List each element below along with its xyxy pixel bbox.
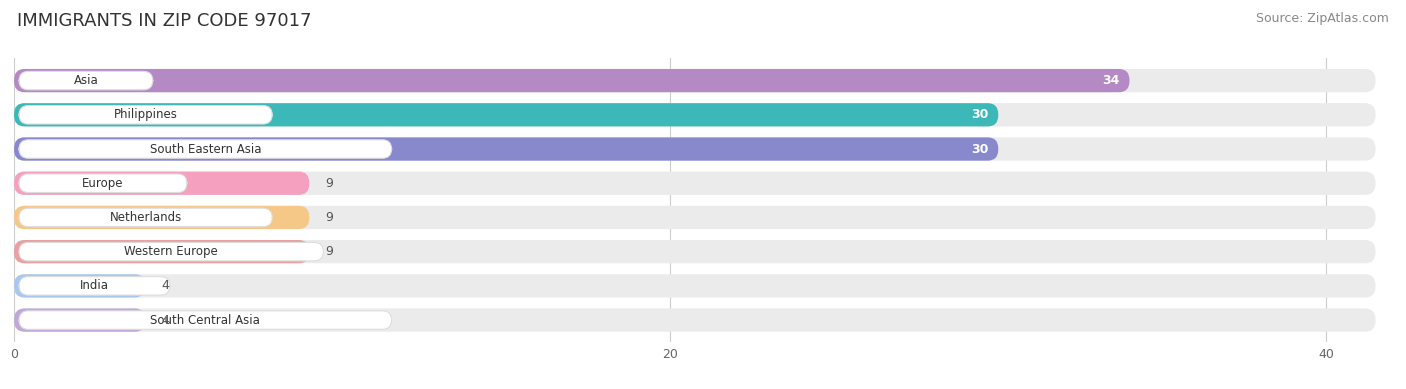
FancyBboxPatch shape	[20, 105, 273, 124]
FancyBboxPatch shape	[20, 71, 153, 90]
FancyBboxPatch shape	[14, 172, 309, 195]
FancyBboxPatch shape	[14, 137, 998, 161]
FancyBboxPatch shape	[20, 311, 392, 329]
FancyBboxPatch shape	[20, 208, 273, 227]
Text: 9: 9	[326, 211, 333, 224]
Text: 34: 34	[1102, 74, 1119, 87]
FancyBboxPatch shape	[14, 137, 1375, 161]
Text: Asia: Asia	[73, 74, 98, 87]
Text: 9: 9	[326, 245, 333, 258]
FancyBboxPatch shape	[14, 69, 1375, 92]
Text: 9: 9	[326, 177, 333, 190]
Text: IMMIGRANTS IN ZIP CODE 97017: IMMIGRANTS IN ZIP CODE 97017	[17, 12, 311, 30]
Text: India: India	[80, 279, 108, 293]
Text: Western Europe: Western Europe	[124, 245, 218, 258]
Text: South Central Asia: South Central Asia	[150, 314, 260, 327]
FancyBboxPatch shape	[20, 174, 187, 193]
Text: Europe: Europe	[82, 177, 124, 190]
FancyBboxPatch shape	[14, 206, 309, 229]
FancyBboxPatch shape	[14, 69, 1129, 92]
FancyBboxPatch shape	[14, 308, 145, 332]
FancyBboxPatch shape	[14, 274, 145, 298]
Text: 30: 30	[972, 108, 988, 121]
Text: 4: 4	[162, 314, 170, 327]
FancyBboxPatch shape	[20, 140, 392, 158]
FancyBboxPatch shape	[14, 103, 1375, 126]
Text: 4: 4	[162, 279, 170, 293]
FancyBboxPatch shape	[14, 103, 998, 126]
FancyBboxPatch shape	[14, 206, 1375, 229]
FancyBboxPatch shape	[14, 274, 1375, 298]
FancyBboxPatch shape	[20, 242, 323, 261]
FancyBboxPatch shape	[14, 172, 1375, 195]
FancyBboxPatch shape	[14, 240, 309, 263]
Text: Source: ZipAtlas.com: Source: ZipAtlas.com	[1256, 12, 1389, 25]
Text: Philippines: Philippines	[114, 108, 177, 121]
FancyBboxPatch shape	[14, 240, 1375, 263]
Text: South Eastern Asia: South Eastern Asia	[149, 142, 262, 156]
Text: 30: 30	[972, 142, 988, 156]
Text: Netherlands: Netherlands	[110, 211, 181, 224]
FancyBboxPatch shape	[14, 308, 1375, 332]
FancyBboxPatch shape	[20, 277, 170, 295]
